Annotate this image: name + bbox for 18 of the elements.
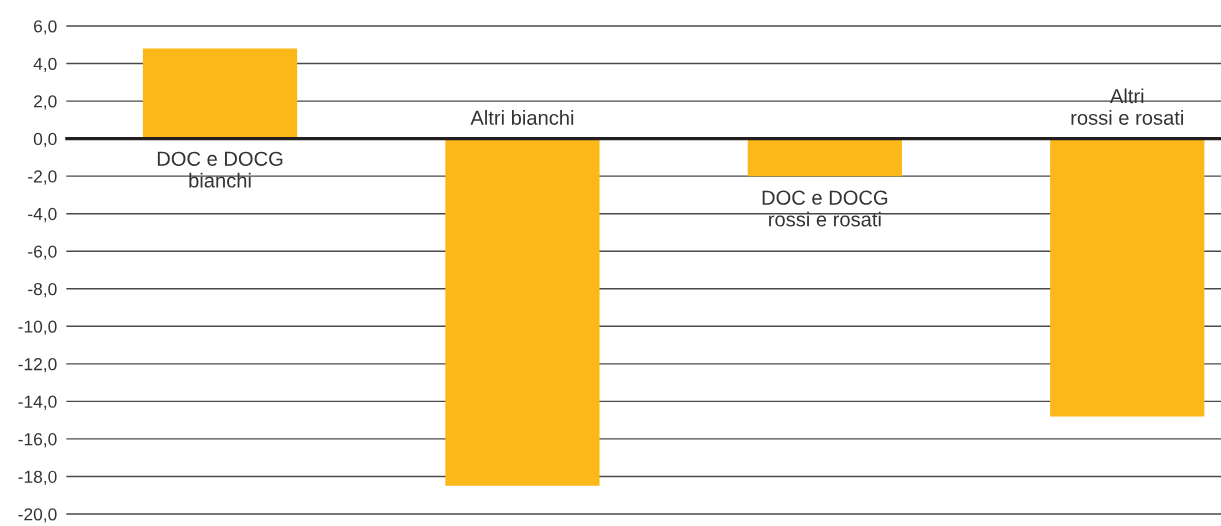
y-tick-label: -2,0	[28, 170, 57, 185]
y-tick-label: -6,0	[28, 245, 57, 260]
y-tick-label: -18,0	[18, 470, 57, 485]
y-tick-label: -16,0	[18, 433, 57, 448]
x-tick-label: Altri bianchi	[470, 110, 574, 125]
y-tick-label: -14,0	[18, 395, 57, 410]
y-tick-label: -4,0	[28, 207, 57, 223]
y-tick-label: -20,0	[18, 508, 57, 523]
y-tick-label: -12,0	[18, 358, 57, 373]
y-tick-label: 0,0	[33, 132, 57, 148]
y-tick-label: 4,0	[33, 57, 57, 73]
x-tick-label: DOC e DOCG bianchi	[157, 151, 283, 188]
y-tick-label: 2,0	[34, 95, 57, 110]
x-tick-label: Altri rossi e rosati	[1071, 88, 1183, 125]
y-tick-label: 6,0	[34, 20, 57, 35]
y-tick-label: -10,0	[18, 320, 57, 335]
y-tick-label: -8,0	[28, 282, 57, 298]
x-tick-label: DOC e DOCG rossi e rosati	[762, 190, 888, 227]
